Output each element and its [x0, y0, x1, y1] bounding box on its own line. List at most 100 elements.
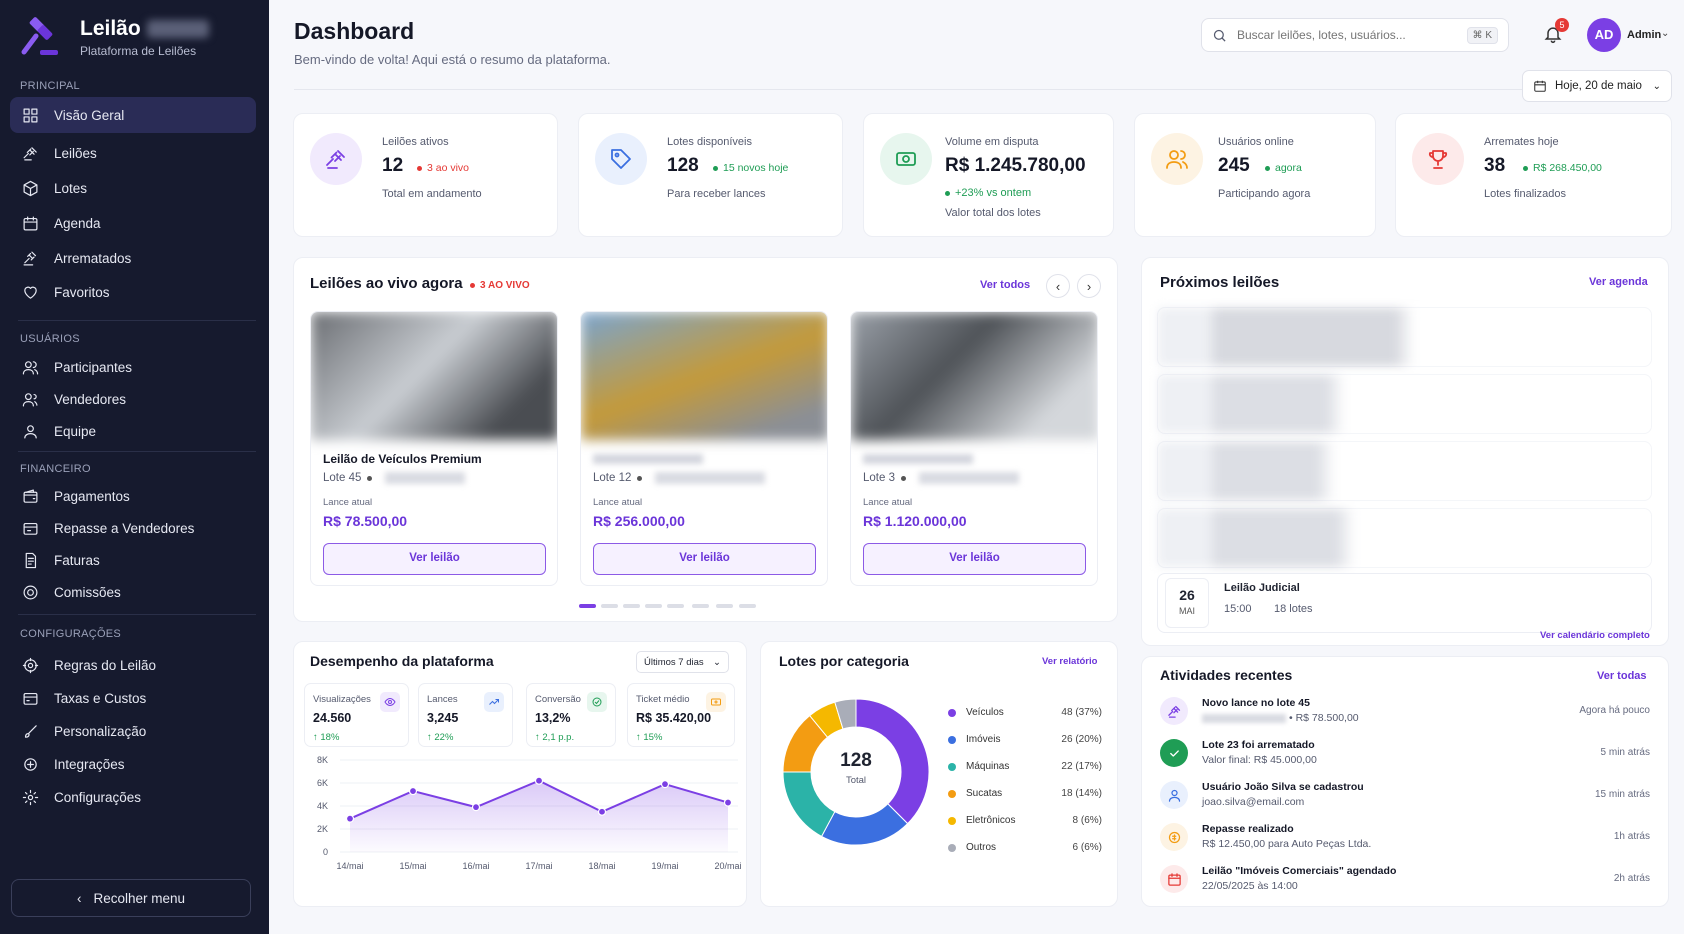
sidebar-item-lotes[interactable]: Lotes: [10, 170, 256, 206]
stat-delta-text: +23% vs ontem: [955, 187, 1032, 199]
date-picker-button[interactable]: Hoje, 20 de maio ⌄: [1522, 70, 1672, 102]
upcoming-item-redacted[interactable]: [1157, 307, 1652, 367]
redacted-content: [1158, 375, 1651, 433]
activity-item[interactable]: Leilão "Imóveis Comerciais" agendado 22/…: [1160, 865, 1650, 905]
upcoming-item[interactable]: 26 MAI Leilão Judicial 15:00 18 lotes: [1157, 573, 1652, 633]
sidebar-item-arrematados[interactable]: Arrematados: [10, 240, 256, 276]
sidebar-item-repasse[interactable]: Repasse a Vendedores: [10, 510, 256, 546]
sidebar-item-configuracoes[interactable]: Configurações: [10, 779, 256, 815]
sidebar-item-regras[interactable]: Regras do Leilão: [10, 647, 256, 683]
brand-name-redacted: [146, 19, 209, 38]
notifications-button[interactable]: 5: [1543, 18, 1569, 46]
gavel-stack-icon: [23, 251, 37, 265]
activity-subtitle: joao.silva@email.com: [1202, 796, 1305, 808]
sidebar-item-personalizacao[interactable]: Personalização: [10, 713, 256, 749]
view-agenda-link[interactable]: Ver agenda: [1589, 276, 1648, 288]
upcoming-name: Leilão Judicial: [1224, 582, 1300, 594]
sidebar-item-participantes[interactable]: Participantes: [10, 349, 256, 385]
x-tick-label: 18/mai: [588, 861, 615, 871]
sidebar-item-vendedores[interactable]: Vendedores: [10, 381, 256, 417]
stat-delta-text: agora: [1275, 162, 1302, 174]
activity-item[interactable]: Novo lance no lote 45 • R$ 78.500,00 Ago…: [1160, 697, 1650, 737]
upcoming-item-redacted[interactable]: [1157, 508, 1652, 568]
full-calendar-link[interactable]: Ver calendário completo: [1540, 630, 1650, 641]
carousel-dot[interactable]: [623, 604, 640, 608]
live-auction-card[interactable]: Lote 12 Lance atual R$ 256.000,00 Ver le…: [580, 311, 828, 586]
range-select[interactable]: Últimos 7 dias ⌄: [636, 651, 729, 673]
sidebar-item-comissoes[interactable]: Comissões: [10, 574, 256, 610]
view-all-live-link[interactable]: Ver todos: [980, 279, 1031, 291]
dot-icon: [367, 475, 373, 481]
stat-card-usuarios-online[interactable]: Usuários online 245 agora Participando a…: [1134, 113, 1376, 237]
metric-card: Conversão 13,2% ↑ 2,1 p.p.: [526, 683, 616, 747]
carousel-dot[interactable]: [692, 604, 709, 608]
metric-label: Lances: [427, 694, 458, 705]
sidebar-item-favoritos[interactable]: Favoritos: [10, 274, 256, 310]
auction-lot: Lote 12: [593, 472, 766, 484]
sidebar-item-integracoes[interactable]: Integrações: [10, 746, 256, 782]
sidebar-item-agenda[interactable]: Agenda: [10, 205, 256, 241]
divider: [18, 320, 256, 321]
current-bid: R$ 78.500,00: [323, 513, 408, 529]
upcoming-item-redacted[interactable]: [1157, 374, 1652, 434]
view-auction-button[interactable]: Ver leilão: [593, 543, 816, 575]
x-tick-label: 17/mai: [525, 861, 552, 871]
stat-card-volume[interactable]: Volume em disputa R$ 1.245.780,00 +23% v…: [863, 113, 1114, 237]
divider: [18, 614, 256, 615]
carousel-dot[interactable]: [601, 604, 618, 608]
view-all-activities-link[interactable]: Ver todas: [1597, 670, 1647, 682]
upcoming-item-redacted[interactable]: [1157, 441, 1652, 501]
carousel-dot[interactable]: [716, 604, 733, 608]
prev-arrow-button[interactable]: ‹: [1046, 274, 1070, 298]
view-auction-button[interactable]: Ver leilão: [323, 543, 546, 575]
sidebar-item-pagamentos[interactable]: Pagamentos: [10, 478, 256, 514]
activity-item[interactable]: Usuário João Silva se cadastrou joao.sil…: [1160, 781, 1650, 821]
x-tick-label: 20/mai: [714, 861, 741, 871]
stat-card-lotes-disponiveis[interactable]: Lotes disponíveis 128 15 novos hoje Para…: [578, 113, 843, 237]
carousel-dot[interactable]: [667, 604, 684, 608]
legend-value: 8 (6%): [1072, 815, 1102, 826]
gear-icon: [22, 789, 39, 805]
avatar[interactable]: AD: [1587, 18, 1621, 52]
redacted-title: [863, 454, 973, 464]
collapse-menu-button[interactable]: ‹ Recolher menu: [11, 879, 251, 917]
bid-label: Lance atual: [863, 497, 913, 508]
stat-icon-wrap: [880, 133, 932, 185]
sidebar-item-label: Configurações: [54, 789, 142, 805]
user-icon: [1160, 781, 1188, 809]
legend-label: Máquinas: [966, 761, 1010, 772]
activity-item[interactable]: Repasse realizado R$ 12.450,00 para Auto…: [1160, 823, 1650, 863]
carousel-dot[interactable]: [739, 604, 756, 608]
sidebar-item-label: Lotes: [54, 180, 88, 196]
sidebar-item-leiloes[interactable]: Leilões: [10, 135, 256, 171]
next-arrow-button[interactable]: ›: [1077, 274, 1101, 298]
activity-time: 5 min atrás: [1600, 747, 1650, 758]
redacted-text: [1202, 713, 1286, 723]
carousel-dot[interactable]: [645, 604, 662, 608]
search-box[interactable]: ⌘ K: [1201, 18, 1509, 52]
category-donut-chart: [782, 698, 930, 846]
sidebar-item-visao-geral[interactable]: Visão Geral: [10, 97, 256, 133]
live-auction-card[interactable]: Lote 3 Lance atual R$ 1.120.000,00 Ver l…: [850, 311, 1098, 586]
metric-label: Ticket médio: [636, 694, 690, 705]
stat-card-leiloes-ativos[interactable]: Leilões ativos 12 3 ao vivo Total em and…: [293, 113, 558, 237]
user-icon: [24, 424, 37, 438]
chevron-down-icon[interactable]: ⌄: [1661, 28, 1670, 39]
stat-card-arremates[interactable]: Arremates hoje 38 R$ 268.450,00 Lotes fi…: [1395, 113, 1672, 237]
user-label[interactable]: Admin: [1627, 29, 1662, 41]
sidebar-item-faturas[interactable]: Faturas: [10, 542, 256, 578]
sidebar-item-equipe[interactable]: Equipe: [10, 413, 256, 449]
categories-title: Lotes por categoria: [779, 653, 909, 669]
report-link[interactable]: Ver relatório: [1042, 656, 1098, 667]
view-auction-button[interactable]: Ver leilão: [863, 543, 1086, 575]
gavel-icon: [1160, 697, 1188, 725]
y-tick-label: 2K: [317, 824, 328, 834]
activity-item[interactable]: Lote 23 foi arrematado Valor final: R$ 4…: [1160, 739, 1650, 779]
date-month: MAI: [1178, 606, 1195, 616]
stat-label: Leilões ativos: [382, 136, 449, 148]
search-input[interactable]: [1237, 28, 1467, 42]
sidebar-item-taxas[interactable]: Taxas e Custos: [10, 680, 256, 716]
legend-dot: [948, 709, 956, 717]
carousel-dot-active[interactable]: [579, 604, 596, 608]
live-auction-card[interactable]: Leilão de Veículos Premium Lote 45 Lance…: [310, 311, 558, 586]
